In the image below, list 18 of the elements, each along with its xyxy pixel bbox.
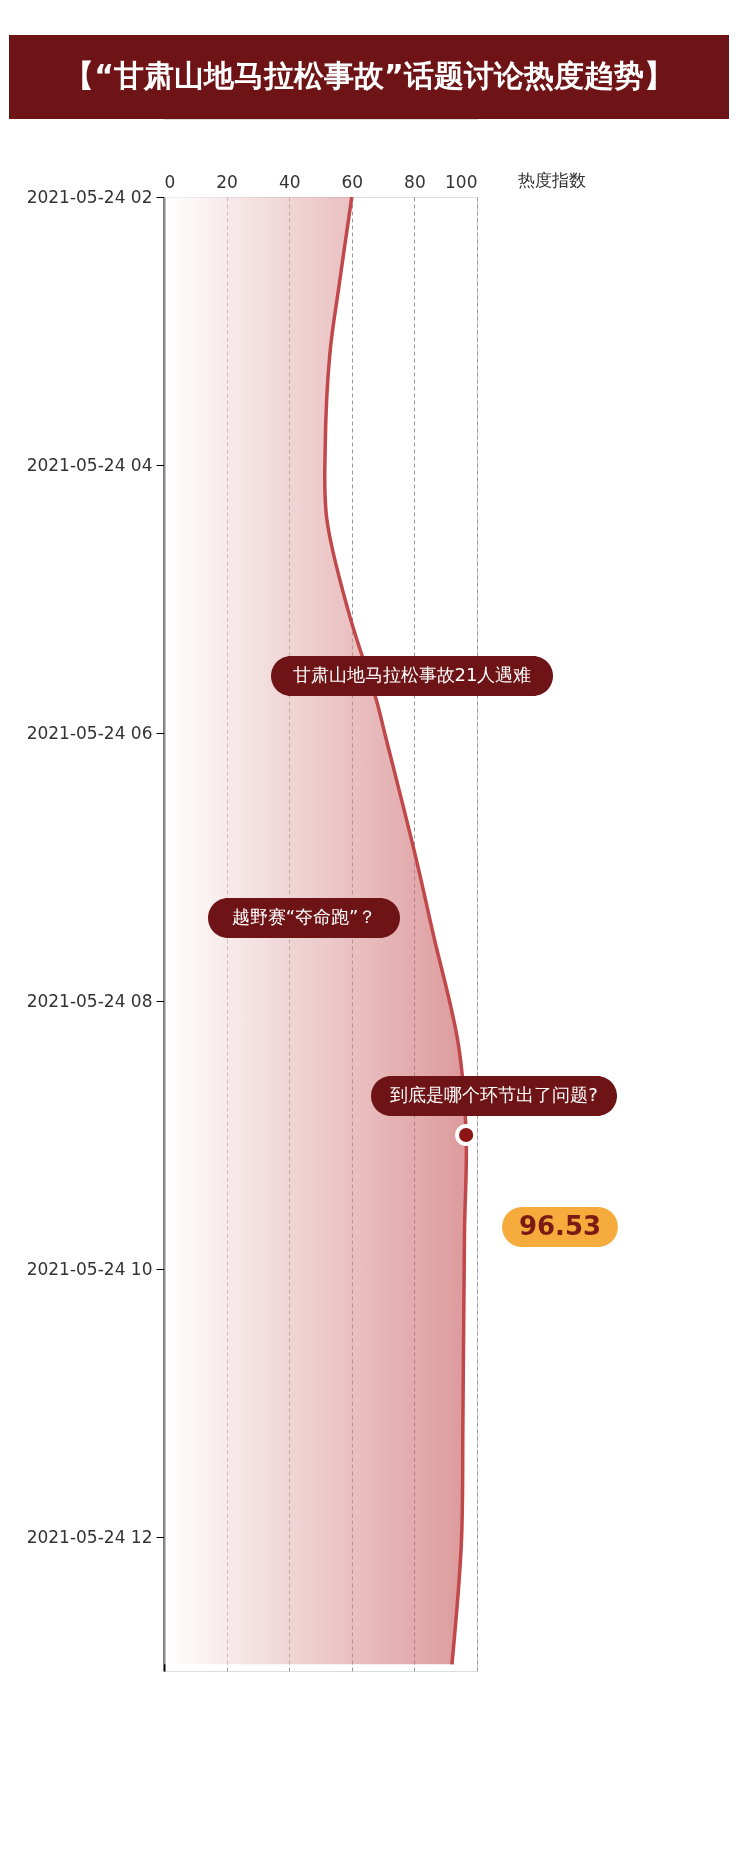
x-tick-label: 40 xyxy=(278,171,301,192)
x-tick-label: 100 xyxy=(445,171,478,192)
x-tick-label: 0 xyxy=(164,171,176,192)
annotation: 到底是哪个环节出了问题? xyxy=(390,1084,598,1105)
x-tick-label: 60 xyxy=(341,171,364,192)
annotation: 越野赛“夺命跑”？ xyxy=(231,906,377,927)
y-tick-label: 2021-05-24 06 xyxy=(26,722,153,743)
text: 96.53 xyxy=(518,1211,602,1241)
x-axis-title: 热度指数 xyxy=(517,169,586,190)
y-tick-label: 2021-05-24 12 xyxy=(26,1526,153,1547)
chart-title: 【“甘肃山地马拉松事故”话题讨论热度趋势】 xyxy=(64,58,674,93)
y-tick-label: 2021-05-24 08 xyxy=(26,990,153,1011)
x-tick-label: 80 xyxy=(404,171,426,192)
annotation: 甘肃山地马拉松事故21人遇难 xyxy=(292,664,532,685)
x-tick-label: 20 xyxy=(216,171,238,192)
y-tick-label: 2021-05-24 02 xyxy=(26,186,153,207)
y-tick-label: 2021-05-24 10 xyxy=(26,1258,153,1279)
y-tick-label: 2021-05-24 04 xyxy=(26,454,153,475)
